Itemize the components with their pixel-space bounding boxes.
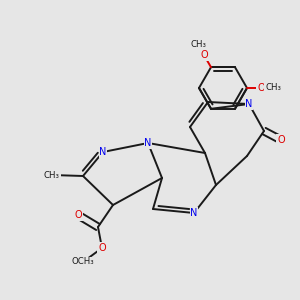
Text: O: O [200, 50, 208, 60]
Text: CH₃: CH₃ [190, 40, 206, 49]
Text: O: O [98, 243, 106, 253]
Text: O: O [277, 135, 285, 145]
Text: CH₃: CH₃ [265, 83, 281, 92]
Text: O: O [257, 83, 265, 93]
Text: N: N [245, 99, 253, 109]
Text: CH₃: CH₃ [44, 170, 60, 179]
Text: O: O [74, 210, 82, 220]
Text: N: N [99, 147, 107, 157]
Text: N: N [144, 138, 152, 148]
Text: OCH₃: OCH₃ [72, 257, 94, 266]
Text: N: N [190, 208, 198, 218]
